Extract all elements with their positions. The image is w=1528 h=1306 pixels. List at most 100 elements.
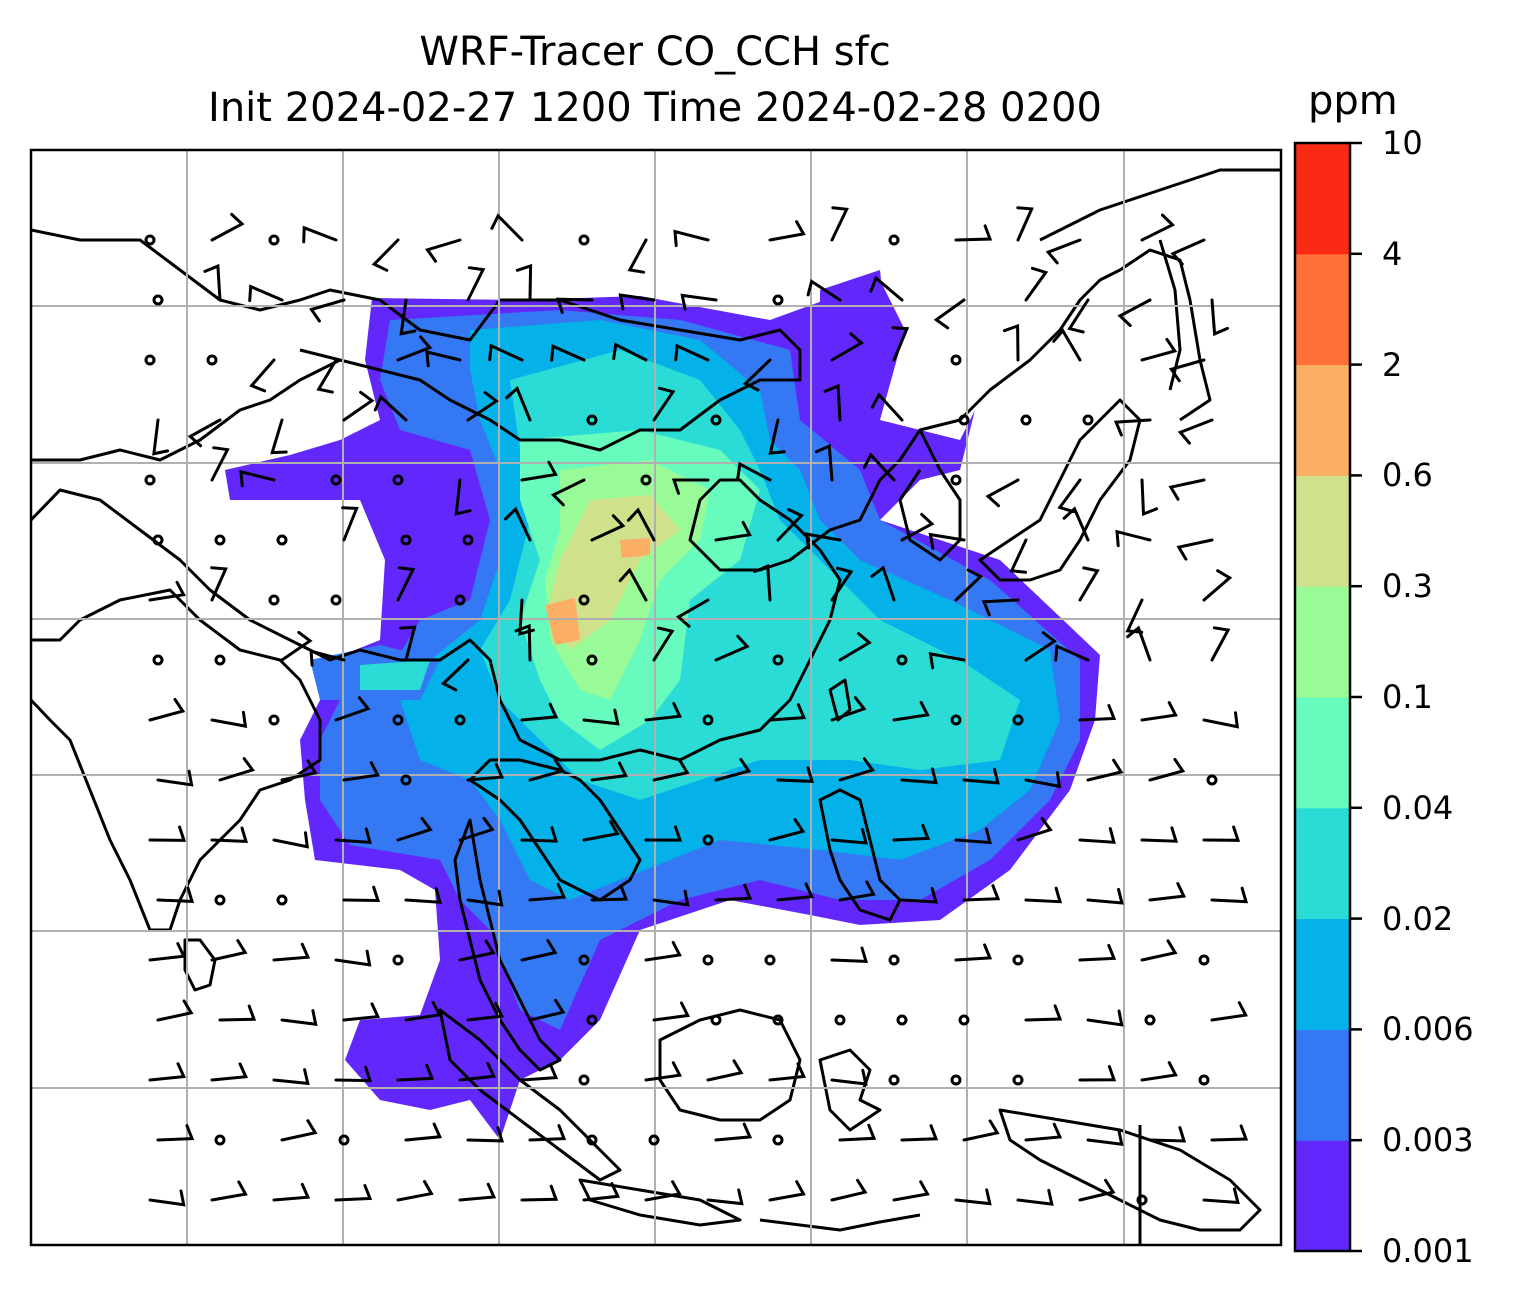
wind-barb — [404, 1000, 442, 1022]
calm-wind-marker — [392, 954, 404, 966]
wind-barb — [1202, 1187, 1240, 1205]
map-frame — [29, 148, 1283, 1247]
coastline-new-guinea — [998, 1108, 1262, 1232]
wind-barb — [156, 1124, 195, 1142]
wind-barb — [454, 478, 472, 516]
wind-barb — [520, 1063, 559, 1082]
calm-wind-marker — [330, 474, 342, 486]
wind-barb — [156, 769, 194, 787]
wind-barb — [652, 1001, 690, 1022]
wind-barb — [488, 343, 524, 362]
wind-barb — [309, 649, 346, 667]
wind-barb — [1202, 711, 1240, 729]
map-title-line1: WRF-Tracer CO_CCH sfc — [419, 29, 891, 75]
wind-barb — [652, 759, 690, 782]
calm-wind-marker — [586, 1134, 598, 1146]
calm-wind-marker — [1012, 714, 1024, 726]
wind-barbs — [144, 206, 1249, 1207]
wind-barb — [954, 1188, 992, 1206]
wind-barb — [891, 326, 910, 362]
wind-barb — [1078, 1065, 1117, 1082]
wind-barb — [210, 566, 228, 602]
calm-wind-marker — [772, 1134, 784, 1146]
wind-barb — [1024, 266, 1049, 302]
wind-barb — [644, 1180, 682, 1202]
wind-barb — [316, 358, 338, 394]
wind-barb — [830, 696, 867, 722]
wind-barb — [612, 342, 648, 362]
wind-barb — [210, 710, 248, 728]
colorbar-tick-label: 0.1 — [1382, 678, 1433, 716]
calm-wind-marker — [710, 1014, 722, 1026]
wind-barb — [272, 942, 311, 962]
calm-wind-marker — [772, 294, 784, 306]
wind-barb — [458, 816, 495, 842]
coastline-sulawesi — [818, 1048, 882, 1132]
wind-barb — [1210, 1124, 1249, 1142]
wind-barb — [1117, 298, 1152, 327]
wind-barb — [528, 998, 566, 1022]
colorbar-band — [1295, 475, 1350, 587]
wind-barb — [280, 630, 313, 662]
calm-wind-marker — [1012, 954, 1024, 966]
wind-barb — [1210, 1001, 1248, 1022]
wind-barb — [1078, 1178, 1116, 1202]
calm-wind-marker — [888, 954, 900, 966]
wind-barb — [582, 820, 620, 842]
wind-barb — [1202, 569, 1233, 602]
coastline-sumatra — [438, 1008, 622, 1182]
coastline-indochina — [468, 758, 642, 902]
wind-barb — [680, 293, 718, 311]
wind-barb — [673, 229, 710, 248]
wind-barb — [644, 1061, 682, 1082]
wind-barb — [1086, 1009, 1124, 1027]
wind-barb — [399, 298, 417, 336]
calm-wind-marker — [1012, 1074, 1024, 1086]
wind-barb — [210, 826, 249, 843]
wind-barb — [644, 825, 683, 842]
wind-barb — [520, 826, 559, 843]
wind-barb — [768, 1180, 806, 1202]
wind-barb — [1052, 328, 1082, 362]
wind-barb — [210, 446, 230, 482]
wind-barb — [148, 1062, 187, 1082]
wind-barb — [396, 816, 433, 842]
wind-barb — [768, 220, 806, 242]
calm-wind-marker — [1198, 1074, 1210, 1086]
calm-wind-marker — [400, 534, 412, 546]
calm-wind-marker — [834, 1014, 846, 1026]
wind-barb — [830, 946, 869, 963]
calm-wind-marker — [764, 954, 776, 966]
wind-barb — [1024, 771, 1062, 789]
colorbar-band — [1295, 918, 1350, 1030]
wind-barb — [582, 708, 620, 726]
wind-barb — [396, 335, 433, 362]
border-south-asia — [31, 488, 681, 762]
wind-barb — [838, 880, 876, 902]
wind-barb — [838, 757, 875, 782]
wind-barb — [555, 297, 594, 314]
wind-barb — [1140, 213, 1176, 242]
wind-barb — [505, 385, 532, 422]
wind-barb — [520, 939, 558, 962]
calm-wind-marker — [144, 474, 156, 486]
wind-barb — [520, 1184, 559, 1202]
wind-barb — [396, 1063, 435, 1082]
wind-barb — [148, 580, 186, 602]
wind-barb — [396, 1180, 434, 1202]
wind-barb — [590, 761, 628, 782]
wind-barb — [280, 759, 318, 782]
wind-barb — [870, 565, 896, 602]
coastline-russia-east — [958, 248, 1212, 422]
wind-barb — [1024, 1122, 1063, 1142]
wind-barb — [458, 939, 496, 962]
calm-wind-marker — [214, 654, 226, 666]
wind-barb — [520, 460, 558, 482]
wind-barb — [280, 1009, 318, 1027]
calm-wind-marker — [772, 1014, 784, 1026]
wind-barb — [714, 883, 753, 902]
colorbar-tick-label: 0.001 — [1382, 1232, 1474, 1270]
wind-barb — [342, 390, 375, 422]
calm-wind-marker — [268, 234, 280, 246]
wind-barb — [590, 514, 626, 542]
